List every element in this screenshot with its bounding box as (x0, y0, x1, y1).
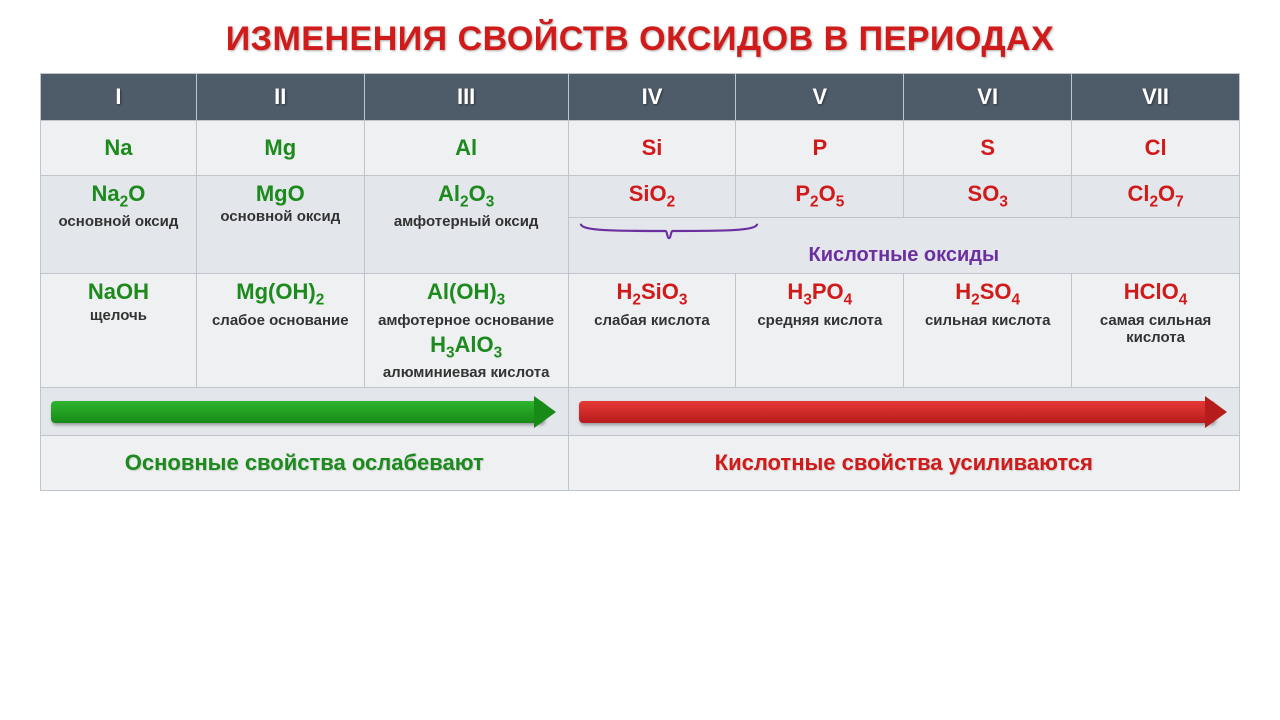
hydroxide-row: NaOHщелочьMg(OH)2слабое основаниеAl(OH)3… (41, 274, 1240, 388)
oxide-acidic-cell: SiO2 (568, 176, 736, 218)
acidic-bracket-label: Кислотные оксиды (573, 244, 1235, 267)
hydroxide-formula: HClO4 (1076, 280, 1235, 309)
oxide-desc: амфотерный оксид (369, 213, 564, 230)
element-cell: Mg (196, 121, 364, 176)
hydroxide-formula: NaOH (45, 280, 192, 304)
element-symbol: Al (369, 127, 564, 169)
group-header-2: II (196, 74, 364, 121)
arrow-basic (51, 401, 544, 423)
group-header-row: IIIIIIIVVVIVII (41, 74, 1240, 121)
hydroxide-cell: H3PO4 средняя кислота (736, 274, 904, 388)
hydroxide-cell: Al(OH)3 амфотерное основание H3AlO3 алюмини… (364, 274, 568, 388)
hydroxide-desc: самая сильная кислота (1076, 312, 1235, 347)
oxide-acidic-cell: SO3 (904, 176, 1072, 218)
group-header-6: VI (904, 74, 1072, 121)
oxide-formula: MgO (201, 182, 360, 206)
hydroxide-desc: слабое основание (201, 312, 360, 329)
hydroxide-cell: H2SO4 сильная кислота (904, 274, 1072, 388)
acidic-bracket-cell: Кислотные оксиды (568, 218, 1239, 274)
oxide-formula: Na2O (45, 182, 192, 211)
page-title: ИЗМЕНЕНИЯ СВОЙСТВ ОКСИДОВ В ПЕРИОДАХ (40, 20, 1240, 59)
oxide-formula: SO3 (908, 182, 1067, 211)
hydroxide-desc: сильная кислота (908, 312, 1067, 329)
element-symbol: Si (573, 127, 732, 169)
oxide-basic-cell: Al2O3 амфотерный оксид (364, 176, 568, 274)
hydroxide-cell: H2SiO3 слабая кислота (568, 274, 736, 388)
oxide-formula: P2O5 (740, 182, 899, 211)
oxide-acidic-cell: Cl2O7 (1072, 176, 1240, 218)
element-cell: Si (568, 121, 736, 176)
trend-basic-caption: Основные свойства ослабевают (41, 436, 569, 491)
trend-caption-row: Основные свойства ослабевают Кислотные с… (41, 436, 1240, 491)
element-symbol: S (908, 127, 1067, 169)
hydroxide-cell: Mg(OH)2 слабое основание (196, 274, 364, 388)
oxide-row-formula: Na2Oосновной оксидMgOосновной оксидAl2O3… (41, 176, 1240, 218)
hydroxide-desc: щелочь (45, 307, 192, 324)
hydroxide-formula: H2SiO3 (573, 280, 732, 309)
element-symbol: Na (45, 127, 192, 169)
group-header-3: III (364, 74, 568, 121)
oxide-properties-table: IIIIIIIVVVIVII NaMgAlSiPSCl Na2Oосновной… (40, 73, 1240, 491)
oxide-formula: Al2O3 (369, 182, 564, 211)
arrow-acidic-cell (568, 388, 1239, 436)
element-symbol: Cl (1076, 127, 1235, 169)
element-symbol: Mg (201, 127, 360, 169)
arrows-row (41, 388, 1240, 436)
group-header-4: IV (568, 74, 736, 121)
hydroxide-cell: NaOH щелочь (41, 274, 197, 388)
oxide-acidic-cell: P2O5 (736, 176, 904, 218)
oxide-desc: основной оксид (201, 208, 360, 225)
hydroxide-formula: H3AlO3 (369, 333, 564, 362)
hydroxide-formula: Mg(OH)2 (201, 280, 360, 309)
element-cell: S (904, 121, 1072, 176)
hydroxide-cell: HClO4 самая сильная кислота (1072, 274, 1240, 388)
oxide-formula: SiO2 (573, 182, 732, 211)
element-symbol: P (740, 127, 899, 169)
curly-bracket-icon (579, 222, 759, 240)
hydroxide-formula: H2SO4 (908, 280, 1067, 309)
oxide-basic-cell: MgO основной оксид (196, 176, 364, 274)
oxide-basic-cell: Na2O основной оксид (41, 176, 197, 274)
group-header-5: V (736, 74, 904, 121)
hydroxide-formula: H3PO4 (740, 280, 899, 309)
page-root: ИЗМЕНЕНИЯ СВОЙСТВ ОКСИДОВ В ПЕРИОДАХ III… (0, 0, 1280, 491)
element-row: NaMgAlSiPSCl (41, 121, 1240, 176)
trend-acidic-caption: Кислотные свойства усиливаются (568, 436, 1239, 491)
element-cell: Na (41, 121, 197, 176)
hydroxide-desc: средняя кислота (740, 312, 899, 329)
element-cell: Al (364, 121, 568, 176)
hydroxide-formula: Al(OH)3 (369, 280, 564, 309)
oxide-desc: основной оксид (45, 213, 192, 230)
arrow-acidic (579, 401, 1215, 423)
hydroxide-desc: слабая кислота (573, 312, 732, 329)
group-header-1: I (41, 74, 197, 121)
element-cell: P (736, 121, 904, 176)
element-cell: Cl (1072, 121, 1240, 176)
hydroxide-desc: амфотерное основание (369, 312, 564, 329)
oxide-formula: Cl2O7 (1076, 182, 1235, 211)
hydroxide-desc: алюминиевая кислота (369, 364, 564, 381)
group-header-7: VII (1072, 74, 1240, 121)
arrow-basic-cell (41, 388, 569, 436)
